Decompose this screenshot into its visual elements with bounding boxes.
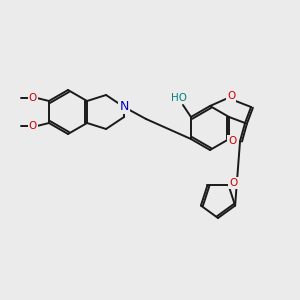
Text: O: O bbox=[230, 178, 238, 188]
Text: O: O bbox=[29, 121, 37, 131]
Text: O: O bbox=[228, 136, 236, 146]
Text: O: O bbox=[29, 93, 37, 103]
Text: N: N bbox=[119, 100, 129, 112]
Text: O: O bbox=[227, 91, 235, 101]
Text: HO: HO bbox=[171, 93, 187, 103]
